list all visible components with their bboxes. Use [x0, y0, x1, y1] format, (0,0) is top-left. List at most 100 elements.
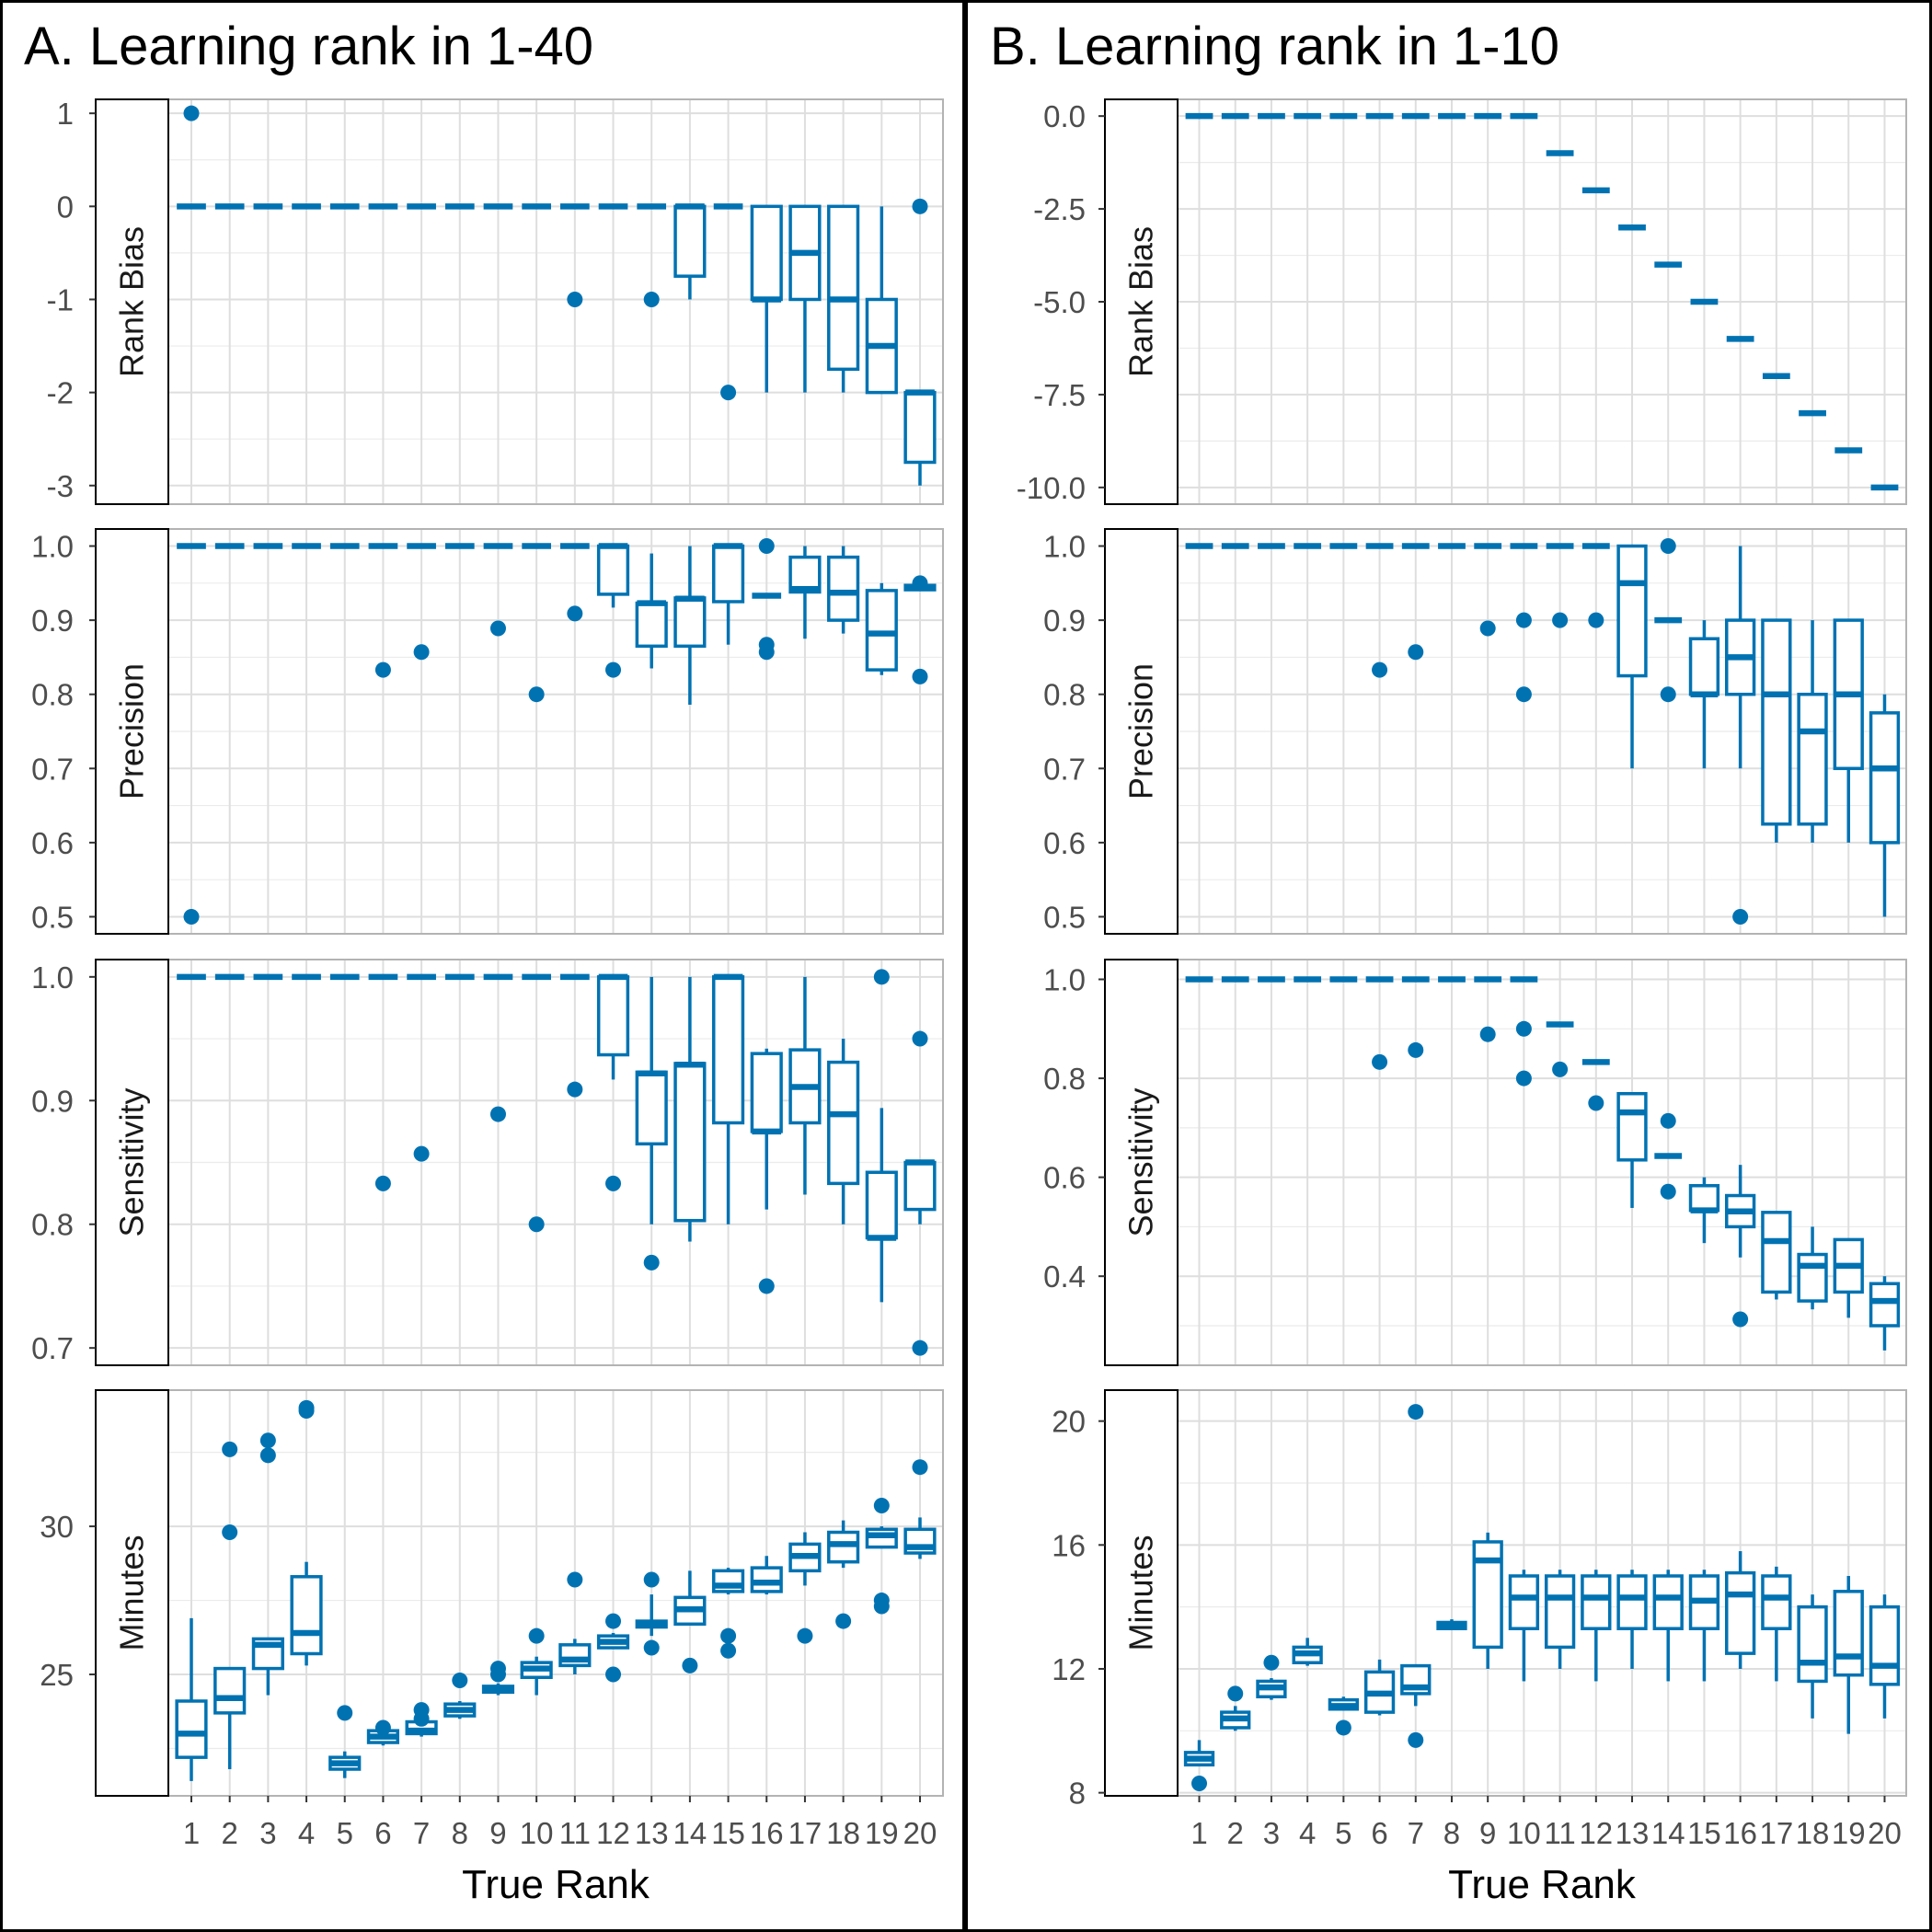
outlier-point [605, 661, 622, 678]
outlier-point [643, 1571, 660, 1588]
y-tick-label: -7.5 [1033, 378, 1086, 412]
box-17 [1761, 1566, 1792, 1682]
box-20 [903, 575, 937, 684]
outlier-point [643, 1254, 660, 1271]
x-tick-label: 14 [673, 1816, 707, 1850]
outlier-point [1660, 538, 1676, 555]
x-tick-label: 7 [1408, 1816, 1424, 1850]
box-10 [1508, 1570, 1540, 1682]
facet-precision: Precision 1.0 0.9 0.8 0.7 0.6 0.5 [1043, 528, 1907, 935]
outlier-point [567, 291, 583, 307]
box-7 [407, 973, 436, 1162]
box-6 [368, 543, 398, 678]
x-tick-label: 9 [1479, 1816, 1496, 1850]
box-18 [827, 546, 860, 634]
facet-label: Rank Bias [1122, 226, 1160, 377]
box-3 [251, 1432, 284, 1696]
chart-title: B. Learning rank in 1-10 [990, 17, 1559, 76]
outlier-point [720, 385, 737, 401]
box-9 [481, 1661, 515, 1696]
box-19 [865, 582, 898, 675]
outlier-point [912, 1340, 928, 1356]
outlier-point [1479, 1026, 1496, 1042]
facet-sensitivity: Sensitivity 1.0 0.9 0.8 0.7 [31, 959, 944, 1366]
box-13 [1616, 1570, 1648, 1669]
box-11 [1546, 543, 1574, 628]
box-13 [1616, 544, 1648, 769]
outlier-point [337, 1705, 353, 1721]
facet-label: Rank Bias [113, 226, 151, 377]
box-body [1761, 1574, 1792, 1630]
box-19 [1833, 1237, 1864, 1318]
box-body [635, 601, 668, 649]
box-11 [1544, 1570, 1576, 1669]
box-20 [903, 198, 937, 486]
facet-minutes: Minutes 30 25 [40, 1389, 944, 1797]
y-tick-label: 0.8 [1043, 1062, 1086, 1096]
box-1 [177, 105, 206, 210]
facet-strip [95, 1389, 169, 1797]
box-body [1616, 1574, 1648, 1630]
box-body [673, 1062, 707, 1223]
box-body [1761, 1211, 1792, 1294]
box-4 [1292, 1638, 1323, 1666]
box-14 [1654, 538, 1683, 703]
box-body [1581, 1574, 1612, 1630]
box-body [1688, 1184, 1720, 1213]
outlier-point [720, 1627, 737, 1644]
box-18 [1797, 620, 1828, 843]
y-tick-label: 12 [1052, 1652, 1086, 1686]
facet-sensitivity: Sensitivity 1.0 0.8 0.6 0.4 [1043, 959, 1907, 1366]
x-tick-label: 17 [788, 1816, 822, 1850]
x-tick-label: 5 [1335, 1816, 1351, 1850]
x-tick-label: 12 [1579, 1816, 1613, 1850]
box-body [827, 1060, 860, 1186]
outlier-point [758, 1278, 775, 1294]
box-16 [750, 1556, 783, 1595]
outlier-point [1408, 1404, 1424, 1420]
outlier-point [1191, 1776, 1208, 1792]
outlier-point [1732, 1311, 1749, 1328]
x-tick-label: 3 [259, 1816, 276, 1850]
outlier-point [1372, 661, 1388, 678]
box-20 [903, 1459, 937, 1559]
outlier-point [298, 1403, 315, 1420]
x-tick-label: 2 [1227, 1816, 1244, 1850]
outlier-point [222, 1524, 238, 1541]
y-tick-label: 8 [1069, 1777, 1086, 1811]
box-15 [1688, 1570, 1720, 1682]
outlier-point [259, 1447, 276, 1464]
facet-rank-bias: Rank Bias 0.0 -2.5 -5.0 -7.5 -10.0 [1017, 98, 1907, 505]
outlier-point [413, 1702, 430, 1719]
box-10 [522, 543, 551, 703]
x-tick-label: 18 [826, 1816, 860, 1850]
facet-strip [1104, 1389, 1179, 1797]
y-tick-label: 0.9 [31, 1084, 74, 1118]
x-tick-label: 4 [1299, 1816, 1316, 1850]
outlier-point [1335, 1719, 1351, 1736]
box-18 [827, 1039, 860, 1225]
facet-strip [1104, 959, 1179, 1366]
box-7 [405, 1702, 438, 1737]
outlier-point [605, 1666, 622, 1683]
x-tick-label: 2 [222, 1816, 238, 1850]
box-12 [596, 543, 630, 678]
box-body [1652, 1574, 1684, 1630]
chart-title: A. Learning rank in 1-40 [24, 17, 593, 76]
box-6 [1365, 976, 1394, 1070]
box-19 [865, 206, 898, 395]
box-body [827, 204, 860, 372]
outlier-point [489, 1661, 506, 1677]
box-16 [750, 204, 783, 393]
box-body [711, 544, 745, 604]
facet-strip [95, 98, 169, 505]
y-tick-label: 1.0 [1043, 530, 1086, 564]
box-12 [1581, 543, 1610, 628]
outlier-point [797, 1627, 813, 1644]
box-13 [635, 976, 668, 1271]
y-tick-label: -10.0 [1017, 471, 1086, 505]
x-tick-label: 16 [750, 1816, 784, 1850]
box-body [1761, 618, 1792, 826]
chart-b: B. Learning rank in 1-10 Rank Bias 0.0 -2.5… [965, 0, 1932, 1932]
box-12 [1581, 1570, 1612, 1682]
